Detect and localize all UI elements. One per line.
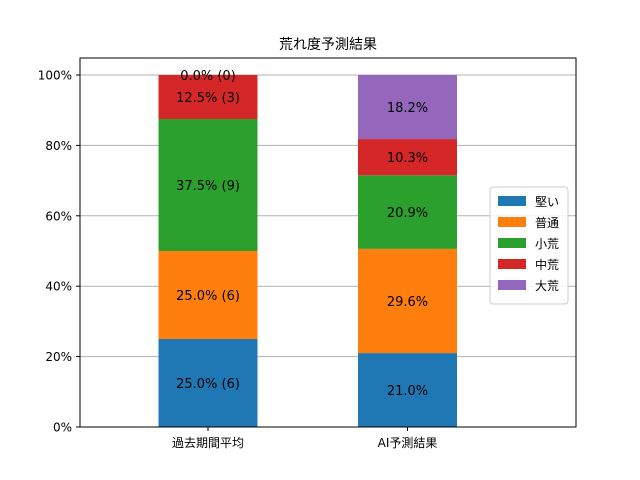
bars [158, 75, 457, 427]
bar-value-label: 0.0% (0) [180, 69, 236, 84]
data-labels: 25.0% (6) 25.0% (6) 37.5% (9) 12.5% (3) 0.0%… [176, 69, 428, 399]
x-tick-label: AI予測結果 [378, 436, 438, 450]
bar-value-label: 25.0% (6) [176, 377, 240, 392]
bar-segment [358, 175, 457, 249]
bar-value-label: 25.0% (6) [176, 289, 240, 304]
bar-segment [358, 353, 457, 427]
bar-segment [158, 75, 258, 119]
legend-swatch [498, 280, 526, 290]
y-tick-label: 0% [53, 421, 72, 435]
legend-label: 普通 [535, 216, 559, 230]
bar-segment [358, 139, 457, 176]
legend-swatch [498, 259, 526, 269]
bar-value-label: 37.5% (9) [176, 179, 240, 194]
chart-title: 荒れ度予測結果 [279, 37, 377, 53]
bar-value-label: 21.0% [387, 384, 428, 399]
plot-frame [79, 57, 577, 428]
bar-value-label: 18.2% [387, 101, 428, 116]
legend-swatch [498, 238, 526, 248]
legend-label: 大荒 [535, 279, 559, 293]
legend-swatch [498, 196, 526, 206]
bar-segment [158, 339, 258, 427]
legend-label: 堅い [535, 195, 559, 209]
bar-segment [158, 251, 258, 339]
bar-value-label: 29.6% [387, 295, 428, 310]
legend-box [489, 186, 569, 305]
y-tick-label: 80% [45, 139, 72, 153]
y-tick-label: 60% [45, 209, 72, 223]
y-tick-label: 40% [45, 280, 72, 294]
bar-segment [358, 248, 457, 354]
y-axis: 0% 20% 40% 60% 80% 100% [38, 69, 80, 435]
bar-segment [158, 119, 258, 251]
legend-label: 中荒 [535, 257, 559, 272]
legend-swatch [498, 217, 526, 227]
x-axis: 過去期間平均 AI予測結果 [172, 427, 437, 450]
bar-value-label: 12.5% (3) [176, 91, 240, 106]
bar-value-label: 10.3% [387, 151, 428, 166]
y-tick-label: 20% [45, 350, 72, 364]
bar-value-label: 20.9% [387, 206, 428, 221]
x-tick-label: 過去期間平均 [172, 436, 244, 450]
legend-label: 小荒 [535, 237, 559, 251]
bar-segment [358, 75, 457, 140]
y-tick-label: 100% [38, 69, 72, 83]
